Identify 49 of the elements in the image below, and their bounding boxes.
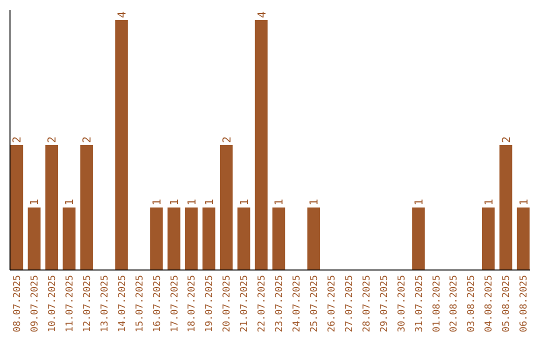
- x-tick-label: 18.07.2025: [186, 275, 198, 332]
- data-label: 1: [272, 198, 286, 206]
- x-tick-label: 20.07.2025: [222, 275, 233, 332]
- data-label: 2: [220, 136, 234, 143]
- data-label: 1: [185, 198, 198, 206]
- x-tick-label: 28.07.2025: [361, 275, 372, 332]
- data-label: 2: [80, 136, 94, 143]
- x-tick-label: 19.07.2025: [204, 275, 216, 332]
- x-tick-label: 30.07.2025: [396, 275, 408, 332]
- x-tick-label: 10.07.2025: [46, 275, 58, 332]
- x-tick-label: 15.07.2025: [134, 275, 146, 332]
- x-tick-label: 17.07.2025: [169, 275, 180, 332]
- x-tick-label: 05.08.2025: [501, 275, 512, 332]
- x-tick-label: 21.07.2025: [239, 275, 250, 332]
- data-label: 2: [46, 136, 59, 143]
- data-label: 1: [517, 198, 530, 206]
- data-label: 1: [412, 198, 426, 206]
- x-tick-label: 04.08.2025: [484, 275, 495, 332]
- data-label: 1: [150, 198, 164, 206]
- x-tick-label: 29.07.2025: [378, 275, 390, 332]
- data-label: 1: [238, 198, 251, 206]
- data-label: 2: [500, 136, 513, 143]
- data-label: 1: [63, 198, 76, 206]
- x-tick-label: 14.07.2025: [116, 275, 128, 332]
- data-label: 4: [255, 11, 268, 18]
- x-tick-label: 26.07.2025: [326, 275, 338, 332]
- x-tick-label: 06.08.2025: [518, 275, 530, 332]
- x-tick-label: 25.07.2025: [308, 275, 320, 332]
- x-tick-label: 12.07.2025: [82, 275, 93, 332]
- data-label: 1: [482, 198, 496, 206]
- x-tick-label: 13.07.2025: [99, 275, 110, 332]
- data-label: 1: [28, 198, 42, 206]
- data-label: 1: [308, 198, 321, 206]
- x-tick-label: 31.07.2025: [414, 275, 425, 332]
- x-tick-label: 27.07.2025: [344, 275, 355, 332]
- x-tick-label: 01.08.2025: [431, 275, 442, 332]
- x-tick-label: 23.07.2025: [274, 275, 286, 332]
- data-label: 4: [116, 11, 129, 18]
- x-tick-label: 16.07.2025: [152, 275, 163, 332]
- data-label: 2: [10, 136, 24, 143]
- x-tick-label: 03.08.2025: [466, 275, 478, 332]
- x-tick-label: 11.07.2025: [64, 275, 76, 332]
- x-tick-label: 22.07.2025: [256, 275, 268, 332]
- data-label: 1: [168, 198, 181, 206]
- x-tick-label: 09.07.2025: [30, 275, 41, 332]
- data-label: 1: [202, 198, 216, 206]
- x-tick-label: 02.08.2025: [448, 275, 460, 332]
- x-tick-label: 24.07.2025: [292, 275, 303, 332]
- x-tick-label: 08.07.2025: [12, 275, 24, 332]
